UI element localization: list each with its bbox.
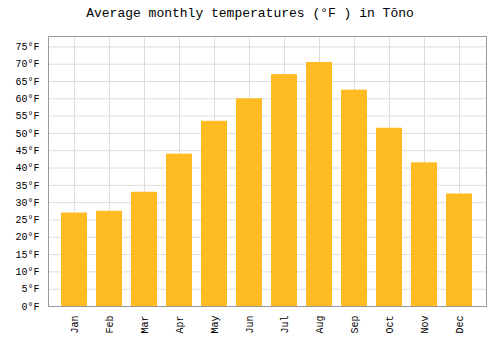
svg-text:15°F: 15°F [15,250,39,261]
svg-text:Jun: Jun [245,316,256,334]
svg-text:Jan: Jan [70,316,81,334]
svg-text:Jul: Jul [280,316,291,334]
svg-text:10°F: 10°F [15,267,39,278]
svg-text:Mar: Mar [140,316,151,334]
svg-text:45°F: 45°F [15,146,39,157]
svg-text:5°F: 5°F [21,284,39,295]
svg-text:30°F: 30°F [15,198,39,209]
svg-text:Oct: Oct [385,316,396,334]
svg-text:0°F: 0°F [21,302,39,313]
html-text:Average monthly temperatures (: Average monthly temperatures (°F ) in Tō… [86,6,414,21]
svg-text:20°F: 20°F [15,232,39,243]
svg-text:55°F: 55°F [15,111,39,122]
svg-text:Dec: Dec [455,316,466,334]
svg-text:40°F: 40°F [15,163,39,174]
svg-text:60°F: 60°F [15,94,39,105]
svg-text:65°F: 65°F [15,77,39,88]
svg-text:Nov: Nov [420,316,431,334]
svg-text:35°F: 35°F [15,181,39,192]
svg-text:May: May [210,316,221,334]
svg-text:Aug: Aug [315,316,326,334]
svg-text:70°F: 70°F [15,59,39,70]
svg-text:Apr: Apr [175,316,186,334]
svg-text:Sep: Sep [350,316,361,334]
svg-text:25°F: 25°F [15,215,39,226]
svg-text:75°F: 75°F [15,42,39,53]
svg-text:50°F: 50°F [15,129,39,140]
svg-text:Feb: Feb [105,316,116,334]
